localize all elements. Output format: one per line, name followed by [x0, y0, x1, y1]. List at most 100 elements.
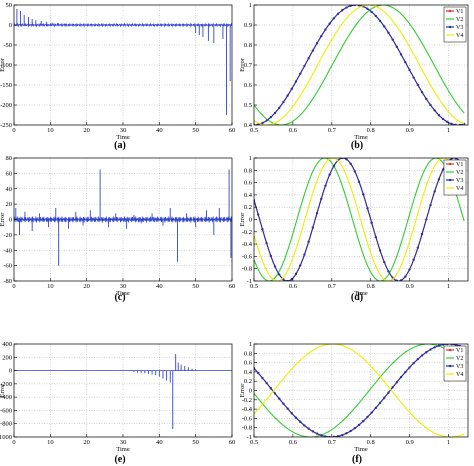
series-point [370, 10, 373, 14]
legend: V1 V2 V3 V4 [443, 345, 467, 382]
series-point [370, 411, 373, 414]
x-tick-label: 0.6 [289, 127, 298, 134]
x-tick-label: 60 [229, 127, 236, 134]
y-axis-label: Error [0, 212, 6, 227]
series-point [320, 197, 323, 200]
y-tick-label: 0.6 [244, 82, 253, 89]
series-point [374, 235, 377, 239]
x-tick-label: 50 [192, 439, 199, 446]
series-point [290, 412, 293, 415]
plot-area [254, 5, 468, 125]
series-point [336, 435, 340, 437]
series-point [378, 249, 382, 252]
panel-label: (e) [114, 454, 125, 465]
series-point [399, 279, 403, 281]
series-point [303, 253, 306, 256]
legend-label: V3 [456, 25, 463, 31]
x-tick-label: 0.9 [406, 127, 414, 134]
series-point [303, 424, 306, 427]
series-point [324, 435, 327, 437]
legend-label: V1 [456, 9, 463, 15]
chart-panel-f: 0.5 0.6 0.7 0.8 0.9 1 1 0.8 0.6 0.4 0.2 0 -0.2 -0.4 -0… [239, 341, 469, 465]
series-point [408, 366, 411, 369]
series-point [412, 76, 415, 79]
x-tick-label: 20 [83, 127, 90, 134]
series-point [315, 42, 319, 45]
legend-label: V2 [456, 170, 463, 176]
x-tick-label: 0.5 [250, 283, 258, 290]
series-point [378, 19, 382, 22]
y-tick-label: 0.6 [244, 360, 253, 367]
series-point [269, 254, 272, 257]
y-tick-label: -0.6 [242, 253, 253, 260]
y-tick-label: 0 [249, 388, 252, 395]
series-point [450, 122, 453, 125]
panel-label: (b) [351, 140, 363, 151]
series-point [383, 396, 386, 399]
y-tick-label: -250 [0, 122, 12, 129]
series-point [290, 277, 293, 281]
series-point [404, 60, 407, 64]
series-point [261, 228, 264, 231]
series-point [311, 226, 314, 229]
series-point [357, 180, 361, 183]
series-point [269, 387, 272, 390]
x-tick-label: 0.5 [250, 127, 258, 134]
y-tick-label: 20 [6, 201, 13, 208]
legend-label: V2 [456, 356, 463, 362]
series-point [387, 31, 390, 34]
x-tick-label: 0 [12, 439, 15, 446]
y-tick-label: -0.2 [242, 397, 252, 404]
series-point [437, 344, 440, 347]
series-point [282, 278, 285, 281]
series-point [433, 109, 436, 112]
plot-area [14, 344, 232, 437]
x-tick-label: 10 [47, 283, 54, 290]
series-point [441, 168, 445, 171]
series-point [391, 386, 394, 389]
y-tick-label: 0.6 [244, 180, 253, 187]
x-tick-label: 0.9 [406, 283, 414, 290]
x-tick-label: 0 [12, 127, 15, 134]
series-point [315, 211, 319, 215]
chart-panel-d: 0.5 0.6 0.7 0.8 0.9 1 1 0.8 0.6 0.4 0.2 0 -0.2 -0.4 -0… [239, 155, 469, 303]
y-tick-label: 0.7 [244, 62, 253, 69]
x-tick-label: 30 [120, 283, 127, 290]
chart-panel-c: 0 10 20 30 40 50 60 80 60 40 20 0 -20 -40 -60 -80 Time Er… [0, 155, 235, 303]
series-point [349, 429, 352, 433]
legend-marker [448, 178, 452, 182]
legend-label: V3 [456, 178, 463, 184]
series-point [357, 423, 361, 426]
legend-label: V3 [456, 364, 463, 370]
y-tick-label: -1 [247, 434, 252, 441]
series-point [269, 116, 272, 119]
series-point [362, 193, 365, 196]
x-tick-label: 0.7 [328, 439, 337, 446]
series-point [404, 275, 407, 278]
series-point [265, 119, 268, 122]
x-axis-label: Time [116, 290, 130, 297]
series-point [328, 173, 331, 176]
series-point [328, 22, 331, 25]
legend-label: V1 [456, 162, 463, 168]
series-point [273, 111, 277, 114]
y-tick-label: -60 [3, 263, 12, 270]
y-axis-label: Error [239, 57, 246, 72]
series-point [429, 103, 432, 107]
series-point [446, 120, 449, 123]
chart-panel-e: 0 10 20 30 40 50 60 400 200 0 -200 -400 -600 -800 -100… [0, 341, 235, 465]
y-tick-label: 0 [9, 22, 12, 29]
series-point [353, 170, 356, 173]
legend-label: V2 [456, 17, 463, 23]
series-point [265, 381, 268, 385]
x-tick-label: 0.7 [328, 283, 337, 290]
y-tick-label: 0.8 [244, 167, 252, 174]
series-group [14, 9, 232, 115]
y-tick-label: 0 [9, 368, 12, 375]
y-tick-label: 200 [2, 354, 12, 361]
x-tick-label: 20 [83, 439, 90, 446]
series-point [441, 344, 445, 346]
x-tick-label: 0.6 [289, 283, 298, 290]
series-point [320, 35, 323, 38]
legend: V1 V2 V3 V4 [443, 159, 467, 196]
